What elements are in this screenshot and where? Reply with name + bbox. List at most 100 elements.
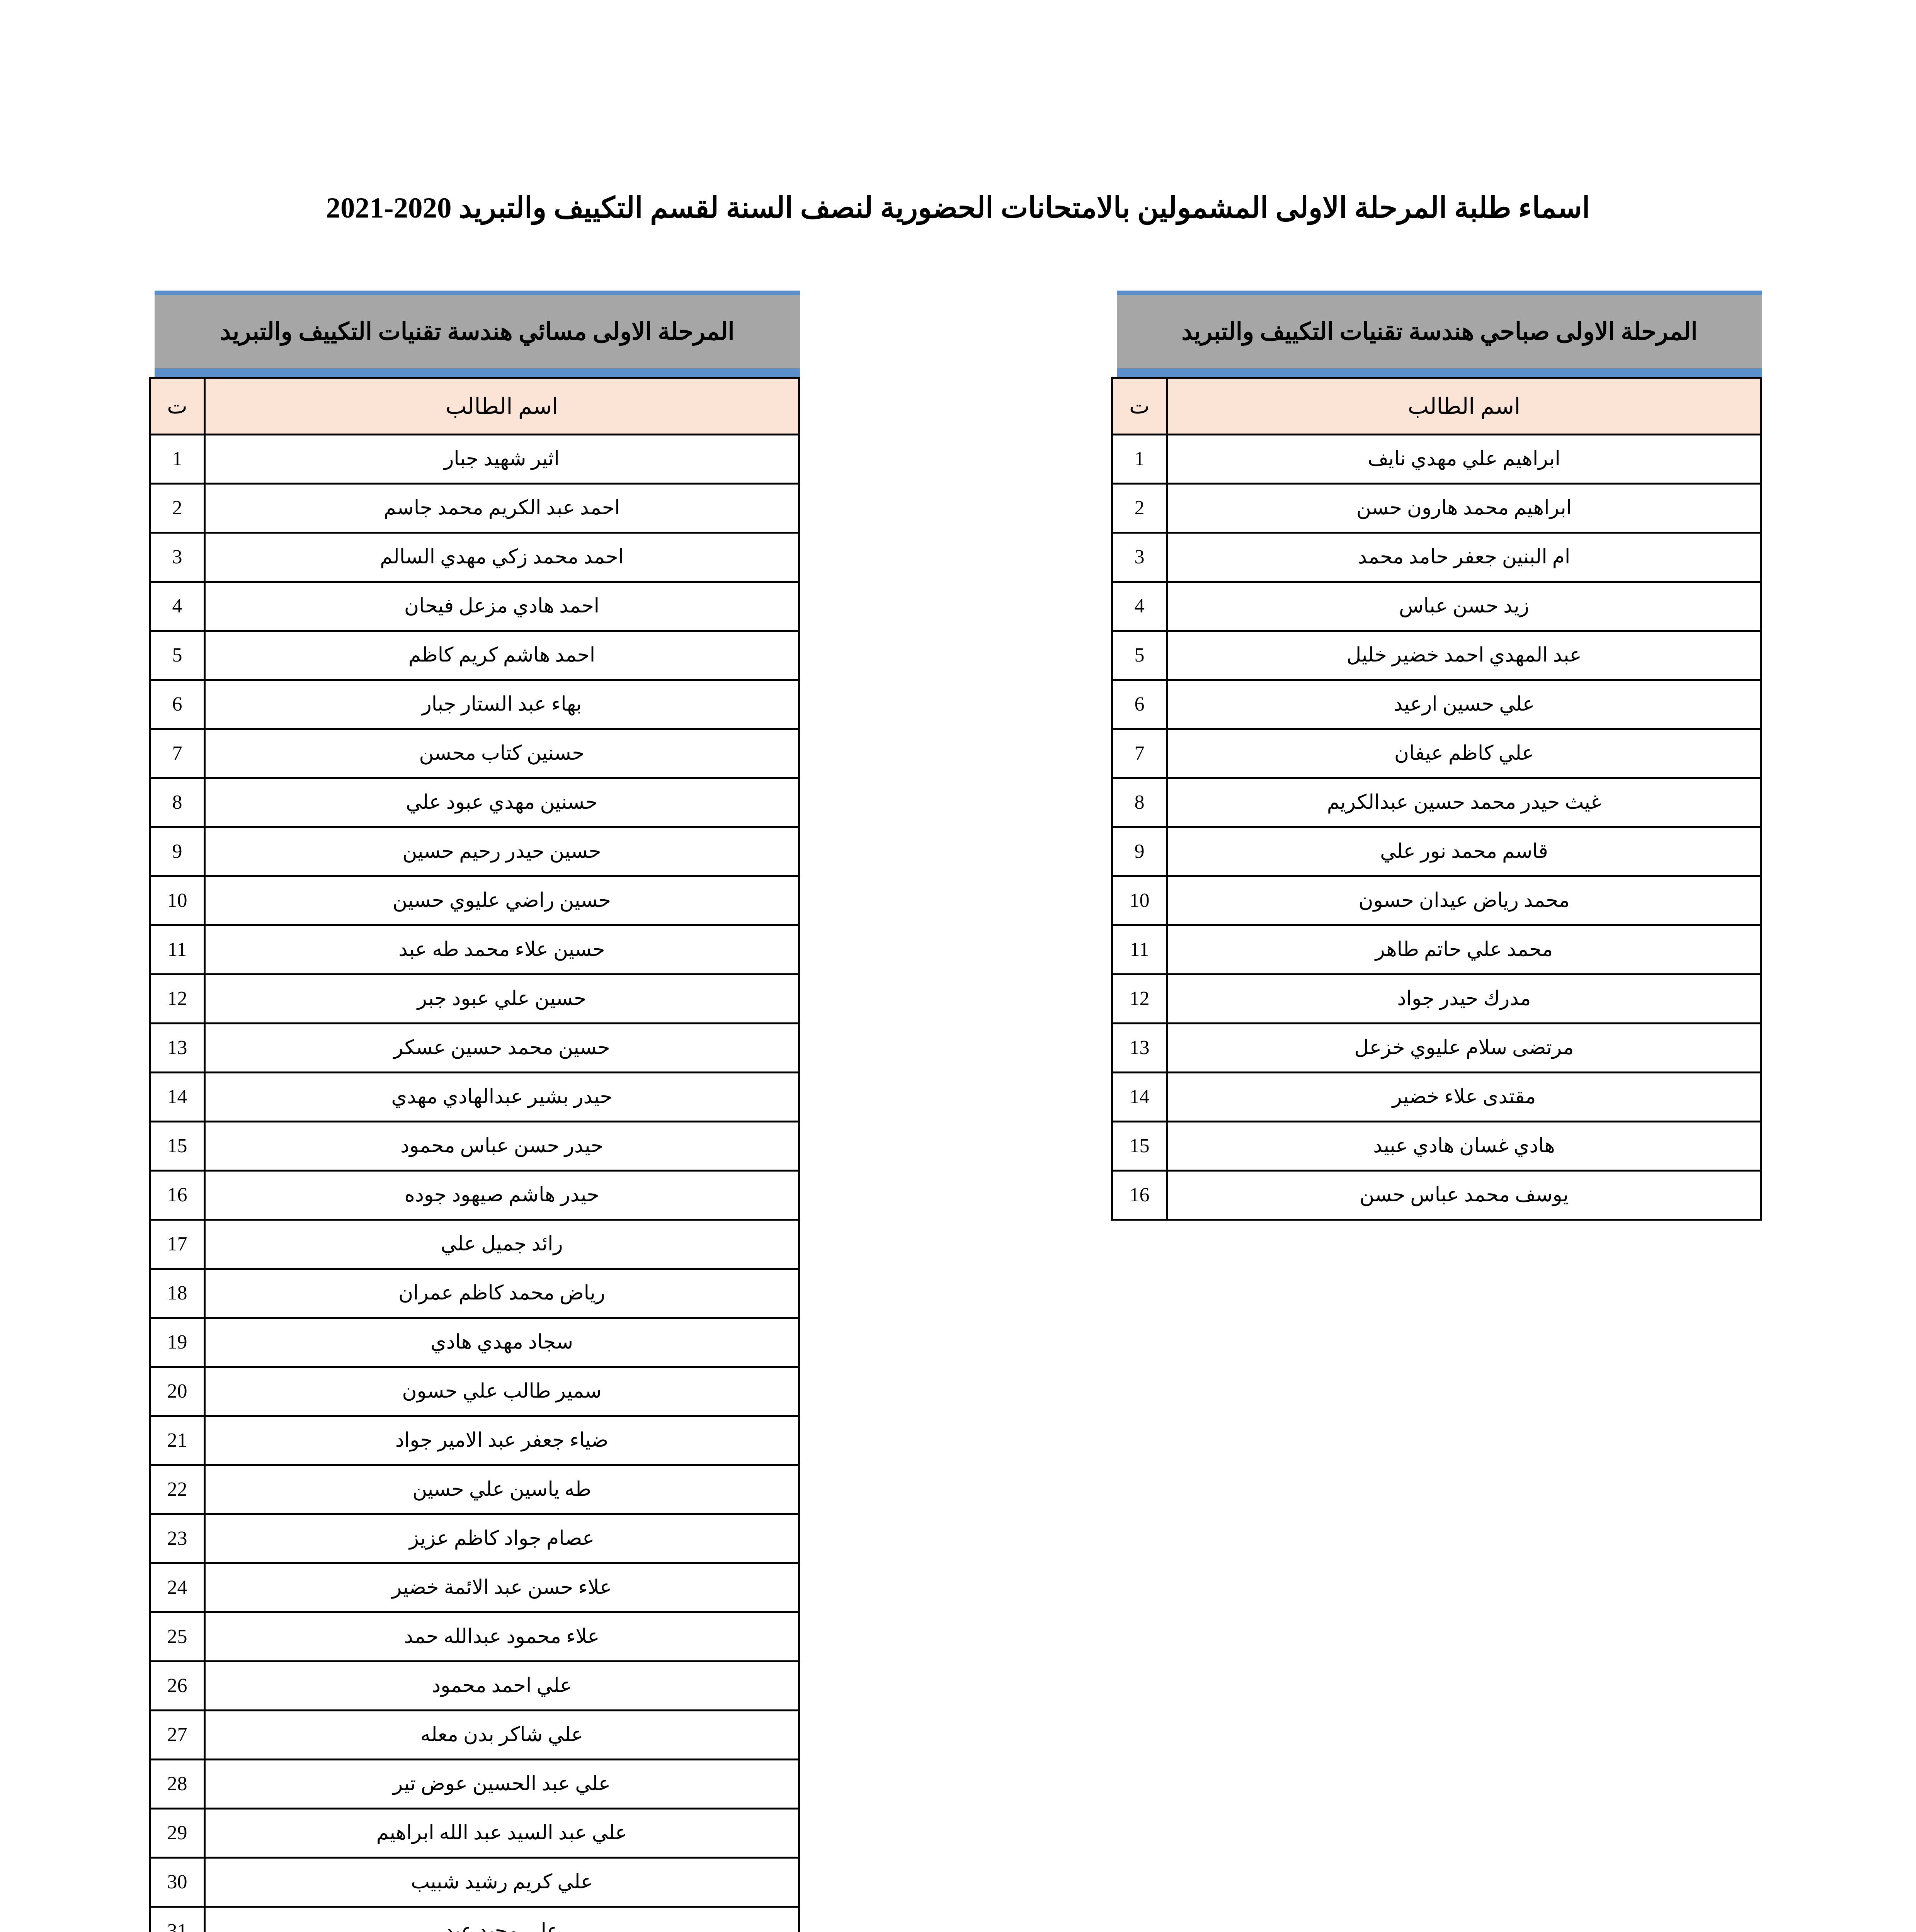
morning-caption-rule (1117, 372, 1762, 377)
table-row: علي شاكر بدن معله 27 (149, 1709, 800, 1760)
student-name-cell: حسين حيدر رحيم حسين (204, 826, 800, 877)
student-name-cell: مدرك حيدر جواد (1166, 973, 1762, 1024)
table-row: عصام جواد كاظم عزيز 23 (149, 1513, 800, 1564)
table-row: حسنين كتاب محسن 7 (149, 728, 800, 779)
student-name-cell: رياض محمد كاظم عمران (204, 1268, 800, 1319)
student-name-cell: حيدر بشير عبدالهادي مهدي (204, 1071, 800, 1122)
row-index-cell: 12 (1111, 973, 1168, 1024)
table-row: علاء محمود عبدالله حمد 25 (149, 1611, 800, 1662)
table-row: علي عبد السيد عبد الله ابراهيم 29 (149, 1808, 800, 1859)
morning-table-body: ابراهيم علي مهدي نايف 1 ابراهيم محمد هارون… (1111, 434, 1762, 1221)
row-index-cell: 30 (149, 1857, 206, 1908)
row-index-cell: 23 (149, 1513, 206, 1564)
row-index-cell: 10 (149, 875, 206, 926)
student-name-cell: احمد هاشم كريم كاظم (204, 630, 800, 681)
row-index-cell: 22 (149, 1464, 206, 1515)
row-index-cell: 18 (149, 1268, 206, 1319)
roster-tables-container: المرحلة الاولى صباحي هندسة تقنيات التكيي… (0, 291, 1916, 1932)
student-name-cell: يوسف محمد عباس حسن (1166, 1170, 1762, 1221)
student-name-cell: احمد هادي مزعل فيحان (204, 581, 800, 632)
student-name-cell: ضياء جعفر عبد الامير جواد (204, 1415, 800, 1466)
row-index-cell: 26 (149, 1660, 206, 1711)
table-row: سمير طالب علي حسون 20 (149, 1366, 800, 1417)
row-index-cell: 2 (149, 483, 206, 534)
student-name-cell: حسنين مهدي عبود علي (204, 777, 800, 828)
row-index-cell: 12 (149, 973, 206, 1024)
student-name-cell: حسنين كتاب محسن (204, 728, 800, 779)
student-name-cell: عصام جواد كاظم عزيز (204, 1513, 800, 1564)
row-index-cell: 5 (1111, 630, 1168, 681)
student-name-cell: احمد محمد زكي مهدي السالم (204, 532, 800, 583)
student-name-cell: طه ياسين علي حسين (204, 1464, 800, 1515)
row-index-cell: 29 (149, 1808, 206, 1859)
column-header-student-name: اسم الطالب (1166, 377, 1762, 435)
student-name-cell: حسين محمد حسين عسكر (204, 1022, 800, 1073)
student-name-cell: اثير شهيد جبار (204, 434, 800, 485)
row-index-cell: 11 (1111, 924, 1168, 975)
table-row: طه ياسين علي حسين 22 (149, 1464, 800, 1515)
student-name-cell: سمير طالب علي حسون (204, 1366, 800, 1417)
row-index-cell: 2 (1111, 483, 1168, 534)
table-row: رياض محمد كاظم عمران 18 (149, 1268, 800, 1319)
row-index-cell: 11 (149, 924, 206, 975)
table-row: حسين علاء محمد طه عبد 11 (149, 924, 800, 975)
table-row: مدرك حيدر جواد 12 (1111, 973, 1762, 1024)
table-row: ضياء جعفر عبد الامير جواد 21 (149, 1415, 800, 1466)
row-index-cell: 15 (149, 1121, 206, 1172)
table-row: ام البنين جعفر حامد محمد 3 (1111, 532, 1762, 583)
student-name-cell: ابراهيم محمد هارون حسن (1166, 483, 1762, 534)
evening-roster-table: اسم الطالب ت اثير شهيد جبار 1 احمد عبد الك… (149, 377, 800, 1932)
table-row: محمد رياض عيدان حسون 10 (1111, 875, 1762, 926)
table-row: محمد علي حاتم طاهر 11 (1111, 924, 1762, 975)
student-name-cell: حسين علي عبود جبر (204, 973, 800, 1024)
table-row: يوسف محمد عباس حسن 16 (1111, 1170, 1762, 1221)
student-name-cell: مرتضى سلام عليوي خزعل (1166, 1022, 1762, 1073)
table-row: حيدر هاشم صيهود جوده 16 (149, 1170, 800, 1221)
table-row: علاء حسن عبد الائمة خضير 24 (149, 1562, 800, 1613)
table-row: سجاد مهدي هادي 19 (149, 1317, 800, 1368)
row-index-cell: 9 (149, 826, 206, 877)
student-name-cell: علي كريم رشيد شبيب (204, 1857, 800, 1908)
student-name-cell: سجاد مهدي هادي (204, 1317, 800, 1368)
page-title: اسماء طلبة المرحلة الاولى المشمولين بالا… (326, 192, 1590, 224)
table-header-row: اسم الطالب ت (1111, 377, 1762, 435)
table-row: احمد هادي مزعل فيحان 4 (149, 581, 800, 632)
student-name-cell: علاء حسن عبد الائمة خضير (204, 1562, 800, 1613)
student-name-cell: محمد رياض عيدان حسون (1166, 875, 1762, 926)
table-row: ابراهيم علي مهدي نايف 1 (1111, 434, 1762, 485)
table-row: هادي غسان هادي عبيد 15 (1111, 1121, 1762, 1172)
student-name-cell: علي احمد محمود (204, 1660, 800, 1711)
table-row: علي كريم رشيد شبيب 30 (149, 1857, 800, 1908)
row-index-cell: 17 (149, 1219, 206, 1270)
row-index-cell: 16 (1111, 1170, 1168, 1221)
student-name-cell: غيث حيدر محمد حسين عبدالكريم (1166, 777, 1762, 828)
row-index-cell: 19 (149, 1317, 206, 1368)
table-row: رائد جميل علي 17 (149, 1219, 800, 1270)
row-index-cell: 6 (1111, 679, 1168, 730)
student-name-cell: احمد عبد الكريم محمد جاسم (204, 483, 800, 534)
row-index-cell: 14 (1111, 1071, 1168, 1122)
table-row: علي عبد الحسين عوض تير 28 (149, 1759, 800, 1810)
row-index-cell: 16 (149, 1170, 206, 1221)
row-index-cell: 3 (1111, 532, 1168, 583)
table-row: مرتضى سلام عليوي خزعل 13 (1111, 1022, 1762, 1073)
table-row: قاسم محمد نور علي 9 (1111, 826, 1762, 877)
row-index-cell: 27 (149, 1709, 206, 1760)
row-index-cell: 20 (149, 1366, 206, 1417)
morning-table-caption: المرحلة الاولى صباحي هندسة تقنيات التكيي… (1117, 291, 1762, 372)
row-index-cell: 13 (1111, 1022, 1168, 1073)
row-index-cell: 8 (149, 777, 206, 828)
student-name-cell: ابراهيم علي مهدي نايف (1166, 434, 1762, 485)
student-name-cell: زيد حسن عباس (1166, 581, 1762, 632)
table-row: غيث حيدر محمد حسين عبدالكريم 8 (1111, 777, 1762, 828)
student-name-cell: علي عبد الحسين عوض تير (204, 1759, 800, 1810)
student-name-cell: حسين راضي عليوي حسين (204, 875, 800, 926)
table-row: حسين حيدر رحيم حسين 9 (149, 826, 800, 877)
table-row: احمد عبد الكريم محمد جاسم 2 (149, 483, 800, 534)
row-index-cell: 10 (1111, 875, 1168, 926)
evening-table-caption: المرحلة الاولى مسائي هندسة تقنيات التكيي… (155, 291, 800, 372)
table-row: حيدر حسن عباس محمود 15 (149, 1121, 800, 1172)
student-name-cell: محمد علي حاتم طاهر (1166, 924, 1762, 975)
student-name-cell: بهاء عبد الستار جبار (204, 679, 800, 730)
